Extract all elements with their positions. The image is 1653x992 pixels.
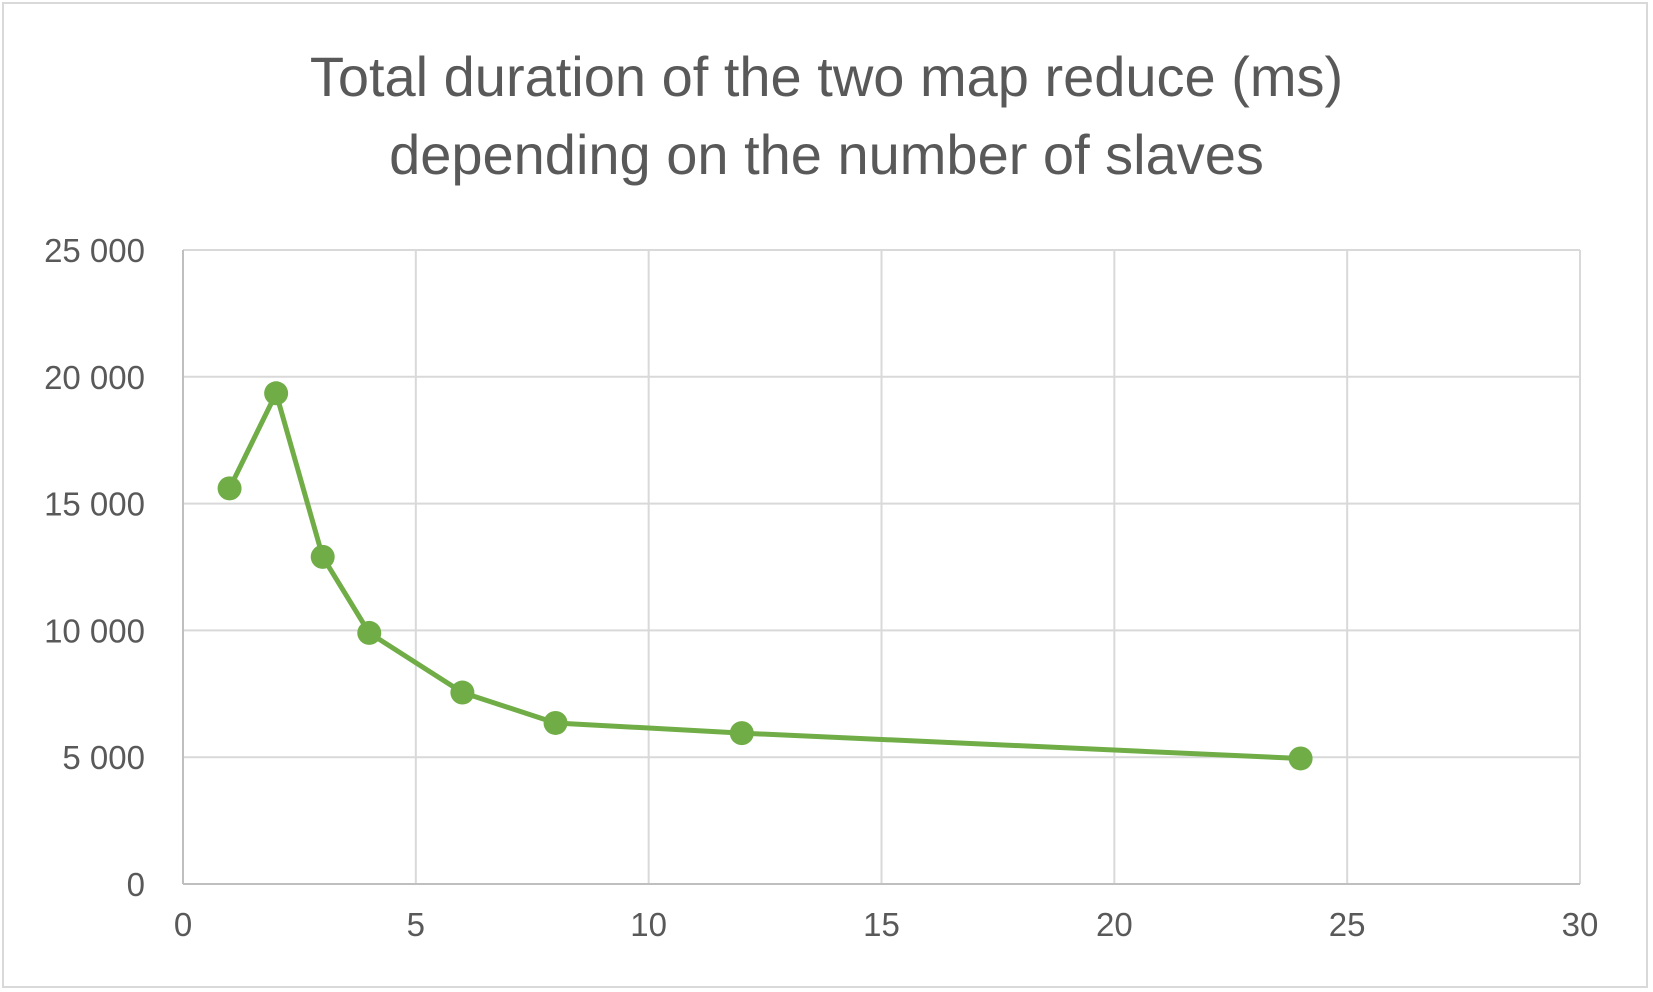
tick-label-layer: 0 5 000 10 000 15 000 20 000 25 000 0 5 10 15 20 25… — [44, 232, 1598, 943]
x-tick-label: 20 — [1096, 906, 1133, 943]
x-tick-label: 0 — [174, 906, 192, 943]
data-point — [310, 544, 335, 569]
y-tick-label: 25 000 — [44, 232, 145, 269]
data-point — [450, 680, 475, 705]
chart-title-line-2: depending on the number of slaves — [389, 123, 1264, 186]
data-point — [264, 381, 289, 406]
x-tick-label: 10 — [630, 906, 667, 943]
data-point — [217, 476, 242, 501]
data-point — [729, 721, 754, 746]
x-tick-label: 15 — [863, 906, 900, 943]
y-tick-label: 5 000 — [62, 739, 145, 776]
data-point — [1288, 746, 1313, 771]
grid-layer — [183, 249, 1581, 884]
series-layer — [217, 381, 1313, 771]
chart-title: Total duration of the two map reduce (ms… — [0, 38, 1653, 194]
y-tick-label: 20 000 — [44, 359, 145, 396]
chart-title-line-1: Total duration of the two map reduce (ms… — [309, 45, 1344, 108]
data-point — [543, 710, 568, 735]
x-tick-label: 5 — [407, 906, 425, 943]
y-tick-label: 15 000 — [44, 486, 145, 523]
series-line — [227, 390, 1304, 761]
y-tick-label: 10 000 — [44, 612, 145, 649]
y-tick-label: 0 — [127, 866, 145, 903]
data-point — [357, 620, 382, 645]
x-tick-label: 25 — [1329, 906, 1366, 943]
axis-layer — [182, 250, 1580, 885]
x-tick-label: 30 — [1562, 906, 1599, 943]
